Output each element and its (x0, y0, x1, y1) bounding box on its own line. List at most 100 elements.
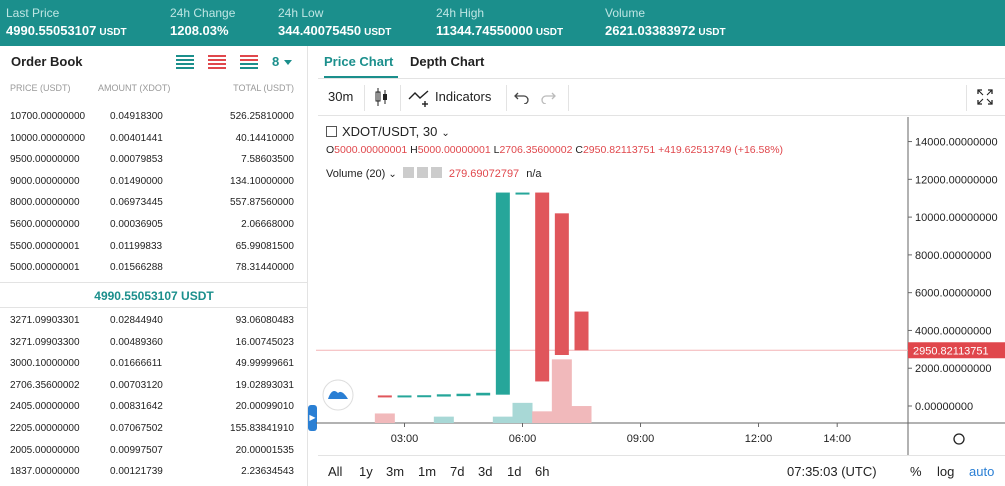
volume-bar (532, 411, 553, 423)
percent-scale-button[interactable]: % (910, 464, 922, 479)
candles-icon[interactable] (372, 79, 394, 115)
auto-scale-button[interactable]: auto (969, 464, 995, 479)
bids-view-icon[interactable] (240, 55, 258, 69)
ask-row[interactable]: 5600.00000000 0.00036905 2.06668000 (0, 214, 308, 236)
ask-row[interactable]: 9500.00000000 0.00079853 7.58603500 (0, 149, 308, 171)
range-button-6h[interactable]: 6h (535, 464, 550, 479)
bid-row[interactable]: 3271.09903300 0.00489360 16.00745023 (0, 332, 308, 354)
stat-24h-low: 24h Low 344.40075450 USDT (278, 6, 391, 42)
ask-row[interactable]: 8000.00000000 0.06973445 557.87560000 (0, 192, 308, 214)
candle (554, 213, 569, 355)
price-cell: 10700.00000000 (10, 111, 86, 122)
indicators-icon (408, 90, 429, 107)
ask-row[interactable]: 10700.00000000 0.04918300 526.25810000 (0, 106, 308, 128)
x-tick-label: 14:00 (823, 433, 851, 445)
stat-unit: USDT (535, 27, 564, 38)
settings-icon[interactable] (416, 167, 428, 178)
range-button-7d[interactable]: 7d (450, 464, 465, 479)
order-book-columns: PRICE (USDT) AMOUNT (XDOT) TOTAL (USDT) (0, 82, 308, 96)
price-cell: 9500.00000000 (10, 154, 80, 166)
indicators-button[interactable]: Indicators (408, 79, 491, 115)
log-scale-button[interactable]: log (937, 464, 955, 479)
bid-row[interactable]: 2706.35600002 0.00703120 19.02893031 (0, 375, 308, 397)
undo-icon[interactable] (514, 79, 532, 115)
collapse-legend-icon[interactable] (326, 126, 337, 137)
total-cell: 20.00099010 (235, 401, 294, 413)
y-tick-label: 2000.00000000 (915, 363, 991, 375)
both-sides-view-icon[interactable] (176, 55, 194, 69)
amount-cell: 0.00997507 (110, 444, 163, 456)
fullscreen-icon[interactable] (976, 79, 996, 115)
volume-label[interactable]: Volume (20) (326, 168, 386, 180)
bid-row[interactable]: 3271.09903301 0.02844940 93.06080483 (0, 310, 308, 332)
ask-row[interactable]: 10000.00000000 0.00401441 40.14410000 (0, 128, 308, 150)
range-button-1m[interactable]: 1m (418, 464, 437, 479)
ask-row[interactable]: 5500.00000001 0.01199833 65.99081500 (0, 236, 308, 258)
interval-button[interactable]: 30m (328, 89, 354, 104)
high-label: H (410, 144, 418, 156)
low-value: 2706.35600002 (499, 144, 573, 156)
price-cell: 9000.00000000 (10, 175, 80, 187)
bid-row[interactable]: 2205.00000000 0.07067502 155.83841910 (0, 418, 308, 440)
x-tick-label: 06:00 (509, 433, 537, 445)
collapse-panel-handle[interactable]: ▶ (308, 405, 317, 431)
price-cell: 2205.00000000 (10, 422, 80, 434)
stat-label: 24h High (436, 6, 485, 20)
range-button-3d[interactable]: 3d (478, 464, 493, 479)
amount-cell: 0.00489360 (110, 336, 163, 348)
chart-legend-symbol[interactable]: XDOT/USDT, 30 ⌄ (326, 124, 450, 139)
volume-bar (551, 359, 572, 423)
current-price-label: 2950.82113751 (913, 345, 989, 357)
redo-icon[interactable] (540, 79, 558, 115)
price-cell: 5000.00000001 (10, 262, 80, 274)
price-cell: 5600.00000000 (10, 218, 80, 230)
close-icon[interactable] (430, 167, 442, 178)
depth-select[interactable]: 8 (272, 54, 293, 69)
close-value: 2950.82113751 (582, 144, 656, 156)
price-cell: 5500.00000001 (10, 240, 80, 252)
chevron-down-icon[interactable]: ⌄ (388, 169, 397, 180)
asks-view-icon[interactable] (208, 55, 226, 69)
bid-row[interactable]: 2005.00000000 0.00997507 20.00001535 (0, 440, 308, 462)
bid-row[interactable]: 1837.00000000 0.00121739 2.23634543 (0, 461, 308, 483)
asks-list: 10700.00000000 0.04918300 526.25810000 1000… (0, 106, 308, 279)
tab-depth-chart[interactable]: Depth Chart (410, 54, 485, 69)
open-label: O (326, 144, 335, 156)
range-button-1d[interactable]: 1d (507, 464, 522, 479)
total-cell: 16.00745023 (235, 336, 294, 348)
range-button-All[interactable]: All (328, 464, 343, 479)
total-cell: 134.10000000 (230, 175, 294, 187)
amount-cell: 0.00079853 (110, 154, 163, 166)
active-tab-indicator (324, 76, 398, 78)
indicators-label: Indicators (435, 89, 492, 104)
amount-cell: 0.06973445 (110, 197, 163, 209)
col-amount: AMOUNT (XDOT) (98, 83, 171, 93)
tab-price-chart[interactable]: Price Chart (324, 54, 394, 69)
bid-row[interactable]: 3000.10000000 0.01666611 49.99999661 (0, 353, 308, 375)
total-cell: 19.02893031 (235, 379, 294, 391)
price-chart-canvas[interactable]: 14000.00000000 12000.00000000 10000.000000… (316, 117, 1005, 455)
y-tick-label: 12000.00000000 (915, 174, 998, 186)
total-cell: 20.00001535 (235, 444, 294, 456)
stat-label: 24h Change (170, 6, 236, 20)
candle (436, 394, 451, 397)
volume-extra: n/a (526, 168, 542, 180)
order-book-title: Order Book (11, 54, 83, 69)
amount-cell: 0.07067502 (110, 422, 163, 434)
ask-row[interactable]: 9000.00000000 0.01490000 134.10000000 (0, 171, 308, 193)
y-tick-label: 4000.00000000 (915, 325, 991, 337)
total-cell: 526.25810000 (230, 111, 294, 122)
bid-row[interactable]: 2405.00000000 0.00831642 20.00099010 (0, 396, 308, 418)
range-button-3m[interactable]: 3m (386, 464, 405, 479)
eye-icon[interactable] (402, 167, 414, 178)
chevron-down-icon: ⌄ (441, 128, 450, 139)
symbol-label: XDOT/USDT, 30 (342, 124, 438, 139)
range-button-1y[interactable]: 1y (359, 464, 373, 479)
volume-legend: Volume (20) ⌄ 279.69072797 n/a (326, 167, 542, 180)
ask-row[interactable]: 5000.00000001 0.01566288 78.31440000 (0, 257, 308, 279)
total-cell: 93.06080483 (235, 315, 294, 326)
col-price: PRICE (USDT) (10, 83, 71, 93)
col-total: TOTAL (USDT) (233, 83, 294, 93)
y-tick-label: 8000.00000000 (915, 250, 991, 262)
candle (476, 392, 491, 396)
